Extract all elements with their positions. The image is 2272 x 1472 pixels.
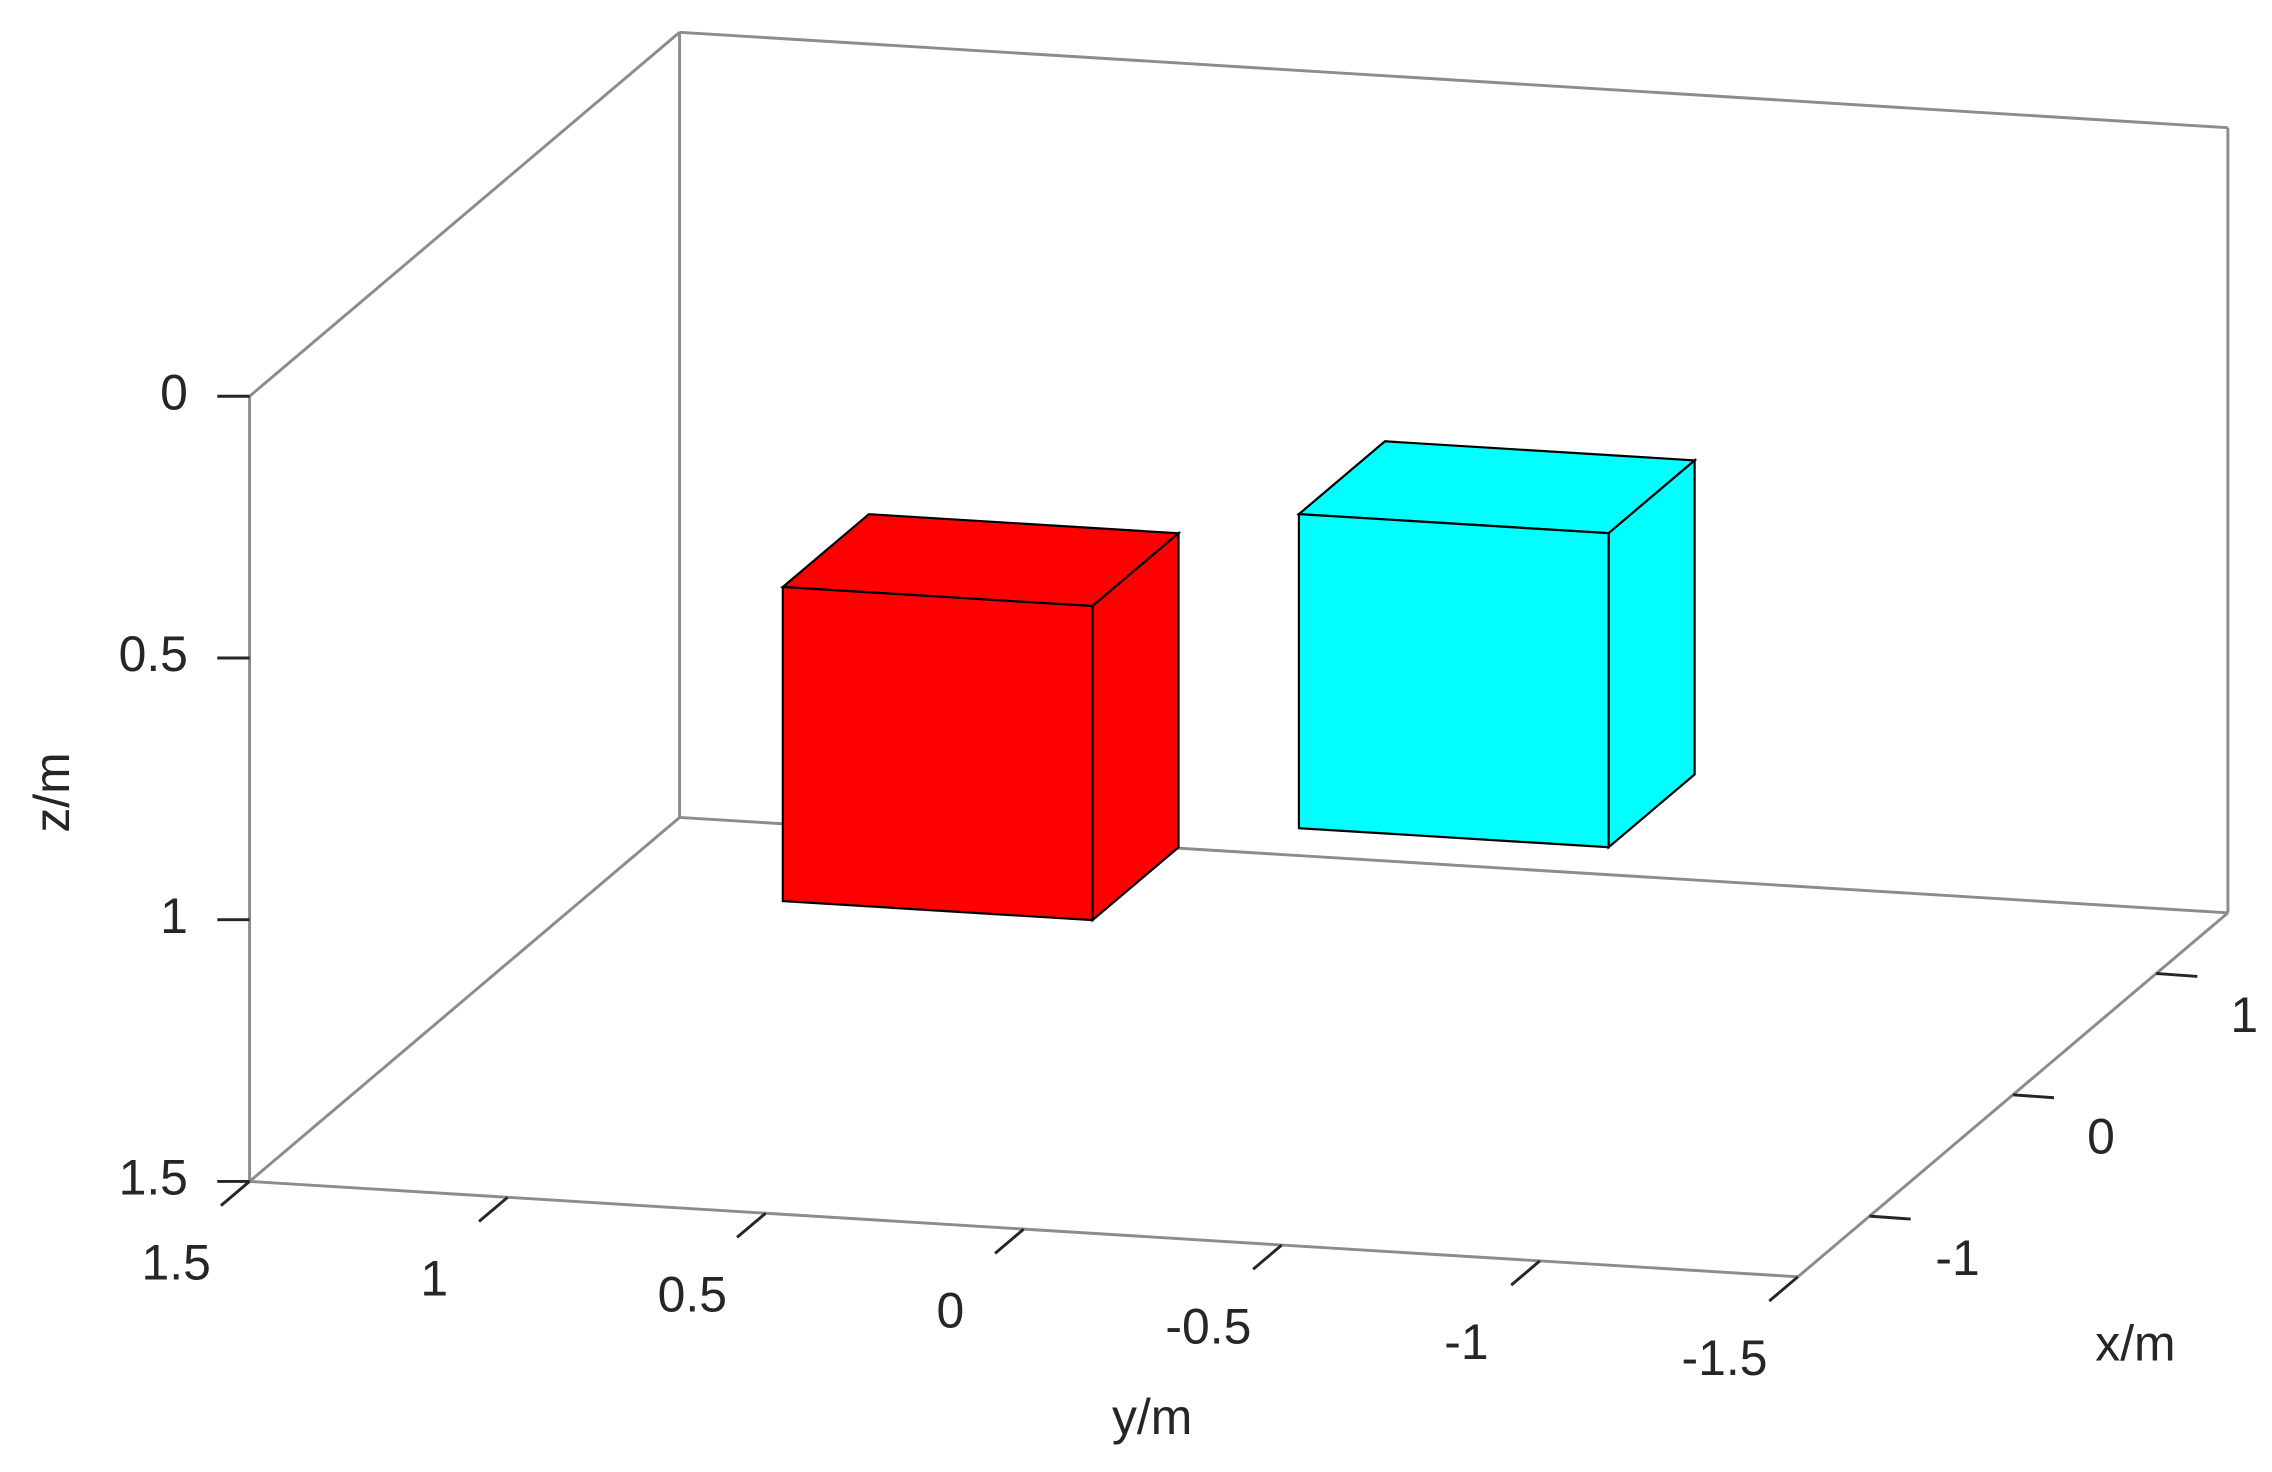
- z-tick-label: 0.5: [119, 626, 188, 682]
- y-tick-label: 0: [936, 1282, 964, 1338]
- y-tick: [220, 1180, 251, 1207]
- z-tick-label: 1: [160, 888, 188, 944]
- y-tick: [478, 1196, 509, 1223]
- x-axis-title: x/m: [2095, 1315, 2175, 1371]
- x-tick: [1869, 1214, 1911, 1221]
- y-tick-label: 1.5: [142, 1235, 211, 1291]
- y-tick-label: -1: [1444, 1314, 1488, 1370]
- y-tick-label: -1.5: [1682, 1330, 1768, 1386]
- y-tick: [994, 1227, 1025, 1255]
- x-tick-label: 0: [2087, 1108, 2115, 1164]
- y-tick: [1252, 1243, 1283, 1271]
- y-axis-title: y/m: [1112, 1389, 1192, 1445]
- x-tick-label: -1: [1935, 1230, 1979, 1286]
- axis-frame: [679, 30, 2228, 130]
- x-tick-label: 1: [2230, 987, 2258, 1043]
- z-tick-label: 1.5: [119, 1150, 188, 1206]
- x-tick: [2012, 1093, 2055, 1100]
- x-tick: [2156, 972, 2198, 978]
- y-tick-label: 1: [420, 1251, 448, 1307]
- y-tick: [1510, 1259, 1541, 1287]
- y-tick-label: -0.5: [1165, 1298, 1251, 1354]
- y-tick-label: 0.5: [658, 1267, 727, 1323]
- cube-front: [781, 585, 1094, 922]
- y-tick: [736, 1212, 767, 1239]
- axis-frame: [248, 816, 681, 1183]
- z-tick-label: 0: [160, 364, 188, 420]
- axis-frame: [248, 31, 681, 398]
- cube-front: [1297, 512, 1610, 849]
- y-tick: [1768, 1275, 1799, 1303]
- z-axis-title: z/m: [24, 752, 80, 832]
